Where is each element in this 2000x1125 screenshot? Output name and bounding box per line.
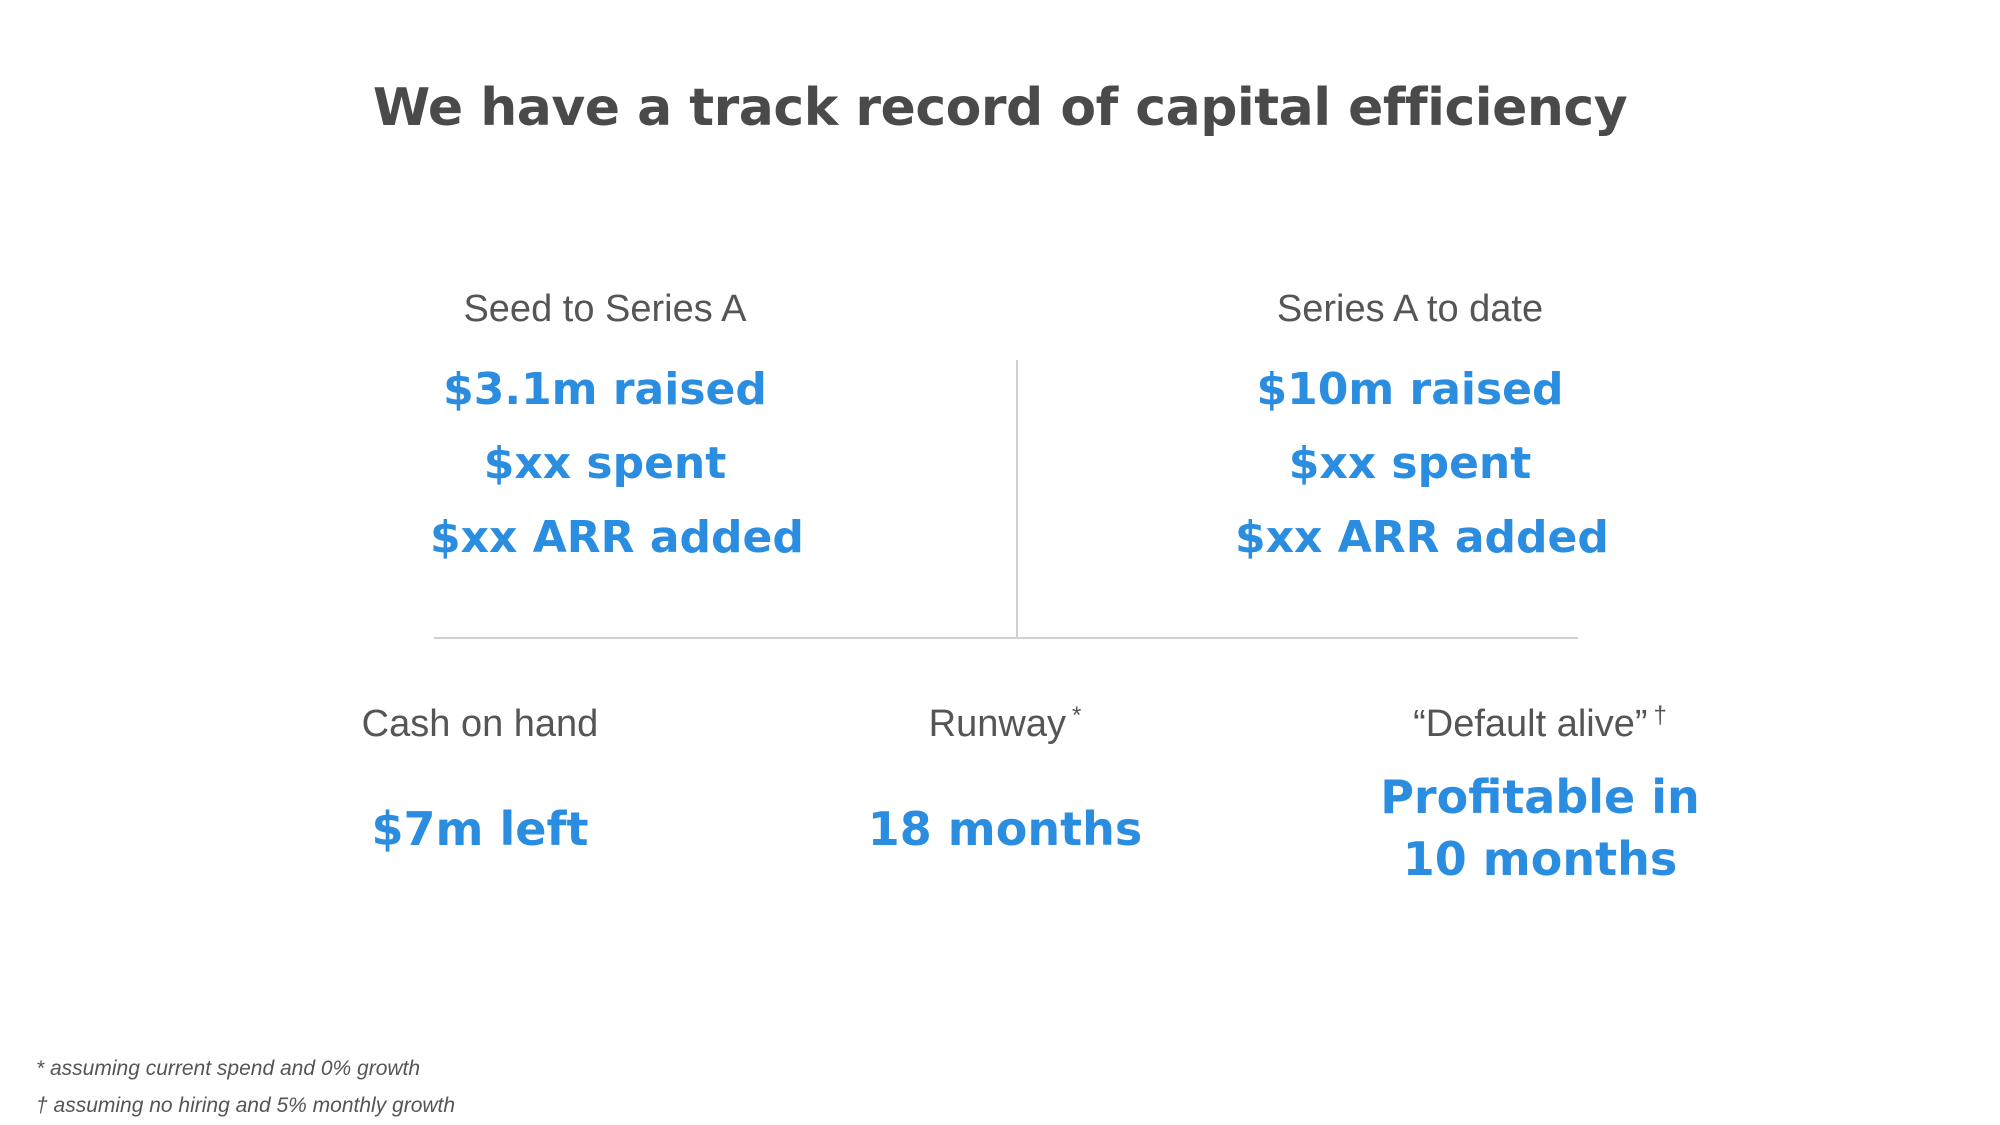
cash-on-hand-metric: Cash on hand $7m left: [330, 700, 630, 860]
runway-label-row: Runway *: [855, 700, 1155, 748]
runway-metric: Runway * 18 months: [855, 700, 1155, 860]
series-a-arr-stat: $xx ARR added: [1235, 512, 1609, 563]
runway-label: Runway: [928, 703, 1066, 745]
series-a-spent-stat: $xx spent: [1288, 438, 1532, 489]
series-a-to-date-column: Series A to date $10m raised $xx spent $…: [1235, 285, 1609, 575]
default-alive-value-line1: Profitable in: [1380, 770, 1700, 824]
seed-raised-stat: $3.1m raised: [443, 364, 767, 415]
vertical-divider: [1016, 360, 1018, 638]
cash-on-hand-label: Cash on hand: [361, 703, 599, 745]
default-alive-value: Profitable in 10 months: [1340, 766, 1740, 890]
default-alive-label-row: “Default alive” †: [1340, 700, 1740, 748]
default-alive-footnote-mark: †: [1653, 702, 1667, 729]
cash-on-hand-value: $7m left: [371, 802, 589, 856]
seed-to-series-a-label: Seed to Series A: [463, 288, 747, 330]
runway-value: 18 months: [867, 802, 1143, 856]
seed-arr-stat: $xx ARR added: [430, 512, 804, 563]
horizontal-divider: [434, 637, 1578, 639]
default-alive-metric: “Default alive” † Profitable in 10 months: [1340, 700, 1740, 890]
series-a-to-date-label: Series A to date: [1276, 288, 1544, 330]
runway-footnote-mark: *: [1071, 702, 1082, 729]
footnote-default-alive: † assuming no hiring and 5% monthly grow…: [36, 1094, 456, 1117]
footnote-runway: * assuming current spend and 0% growth: [36, 1057, 421, 1080]
footnotes: * assuming current spend and 0% growth †…: [36, 1050, 455, 1124]
seed-to-series-a-column: Seed to Series A $3.1m raised $xx spent …: [430, 285, 804, 575]
slide-title: We have a track record of capital effici…: [372, 78, 1628, 138]
default-alive-value-line2: 10 months: [1402, 832, 1678, 886]
series-a-raised-stat: $10m raised: [1256, 364, 1564, 415]
default-alive-label: “Default alive”: [1413, 703, 1648, 745]
seed-spent-stat: $xx spent: [483, 438, 727, 489]
